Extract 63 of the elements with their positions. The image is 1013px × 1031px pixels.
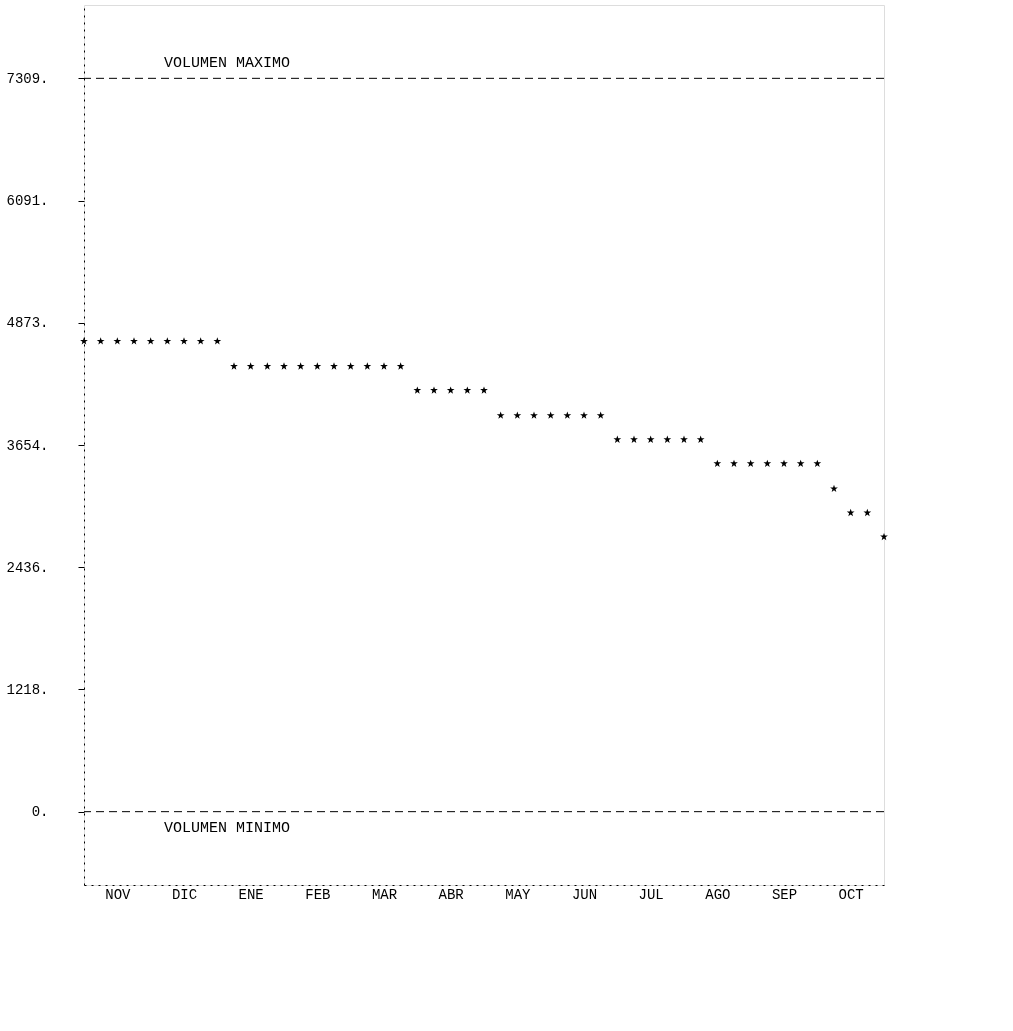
x-tick-label: ENE bbox=[238, 886, 264, 903]
point bbox=[230, 362, 238, 370]
point bbox=[696, 435, 705, 443]
point bbox=[80, 337, 88, 345]
point bbox=[813, 459, 822, 467]
ref-line-label: VOLUMEN MAXIMO bbox=[164, 55, 291, 73]
point bbox=[746, 459, 755, 467]
point bbox=[313, 362, 322, 370]
x-tick-label: DIC bbox=[171, 886, 198, 903]
point bbox=[363, 362, 372, 370]
point bbox=[680, 435, 688, 443]
point bbox=[180, 337, 188, 345]
x-tick-label: MAR bbox=[371, 886, 398, 903]
point bbox=[446, 386, 455, 394]
point bbox=[546, 411, 555, 419]
point bbox=[263, 362, 272, 370]
x-tick-label: AGO bbox=[705, 886, 731, 903]
point bbox=[713, 459, 722, 467]
x-tick-label: OCT bbox=[838, 886, 864, 903]
x-tick-label: NOV bbox=[105, 886, 132, 903]
point bbox=[580, 411, 588, 419]
ref-line-label: VOLUMEN MINIMO bbox=[164, 819, 291, 837]
y-tick-label: 7309. bbox=[6, 70, 49, 87]
point bbox=[380, 362, 388, 370]
point bbox=[563, 411, 572, 419]
x-tick-label: SEP bbox=[771, 886, 798, 903]
x-tick-label: MAY bbox=[505, 886, 532, 903]
point bbox=[513, 411, 522, 419]
point bbox=[663, 435, 672, 443]
point bbox=[646, 435, 655, 443]
point bbox=[596, 411, 605, 419]
y-tick-label: 4873. bbox=[6, 315, 49, 332]
x-tick-label: ABR bbox=[438, 886, 465, 903]
point bbox=[130, 337, 138, 345]
x-tick-label: FEB bbox=[305, 886, 331, 903]
x-tick-label: JUN bbox=[571, 886, 598, 903]
point bbox=[630, 435, 638, 443]
point bbox=[413, 386, 422, 394]
point bbox=[480, 386, 488, 394]
point bbox=[430, 386, 438, 394]
y-tick-label: 1218. bbox=[6, 681, 49, 698]
point bbox=[330, 362, 338, 370]
point bbox=[346, 362, 355, 370]
point bbox=[780, 459, 788, 467]
y-tick-label: 2436. bbox=[6, 559, 49, 576]
point bbox=[830, 484, 838, 493]
point bbox=[396, 362, 405, 370]
point bbox=[880, 532, 888, 541]
point bbox=[530, 411, 538, 419]
point bbox=[613, 435, 622, 443]
y-tick-label: 3654. bbox=[6, 437, 49, 454]
point bbox=[246, 362, 255, 370]
y-tick-label: 6091. bbox=[6, 193, 49, 210]
point bbox=[796, 459, 805, 467]
point bbox=[296, 362, 305, 370]
point bbox=[763, 459, 772, 467]
y-tick-label: 0. bbox=[31, 804, 49, 821]
point bbox=[280, 362, 288, 370]
x-tick-label: JUL bbox=[638, 886, 664, 903]
point bbox=[730, 459, 738, 467]
point bbox=[463, 386, 472, 394]
point bbox=[846, 508, 855, 517]
point bbox=[496, 411, 505, 419]
